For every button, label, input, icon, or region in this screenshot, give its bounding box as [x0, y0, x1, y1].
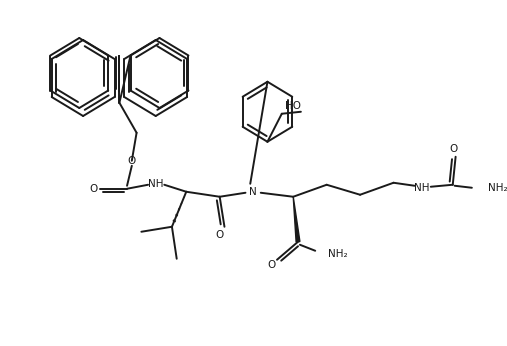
Text: NH₂: NH₂	[328, 249, 347, 259]
Text: O: O	[89, 184, 98, 194]
Text: O: O	[215, 230, 224, 240]
Text: O: O	[450, 144, 458, 154]
Text: NH: NH	[414, 183, 430, 193]
Polygon shape	[293, 197, 300, 242]
Text: HO: HO	[284, 101, 301, 111]
Text: NH: NH	[148, 179, 163, 189]
Text: O: O	[128, 156, 136, 166]
Text: O: O	[267, 260, 275, 270]
Text: NH₂: NH₂	[488, 183, 507, 193]
Text: N: N	[249, 187, 257, 197]
